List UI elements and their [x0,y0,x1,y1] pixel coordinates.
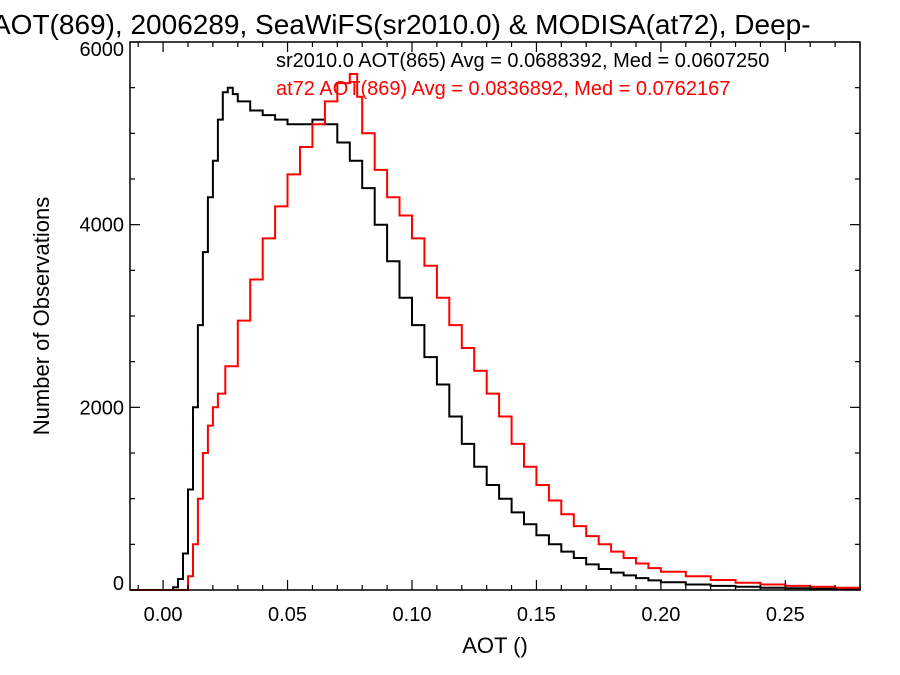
x-tick-label: 0.20 [641,604,680,626]
y-axis-label: Number of Observations [29,197,54,435]
series-annotation-sr2010: sr2010.0 AOT(865) Avg = 0.0688392, Med =… [276,50,769,72]
x-tick-label: 0.00 [144,604,183,626]
x-axis-label: AOT () [462,633,528,658]
y-tick-label: 2000 [80,397,125,419]
x-tick-label: 0.05 [268,604,307,626]
y-tick-label: 6000 [80,39,125,61]
y-tick-label: 4000 [80,215,125,237]
series-lines [130,73,861,591]
series-annotation-at72: at72 AOT(869) Avg = 0.0836892, Med = 0.0… [276,78,730,100]
series-line-sr2010-0 [130,86,861,591]
series-line-at72 [130,73,861,591]
y-tick-labels: 0 2000 4000 6000 [80,39,125,595]
x-tick-label: 0.25 [766,604,805,626]
x-tick-labels: 0.00 0.05 0.10 0.15 0.20 0.25 [144,604,805,626]
axis-ticks [130,41,861,591]
y-tick-label: 0 [113,573,124,595]
chart-title: AOT(869), 2006289, SeaWiFS(sr2010.0) & M… [0,9,811,40]
x-tick-label: 0.15 [517,604,556,626]
x-tick-label: 0.10 [393,604,432,626]
